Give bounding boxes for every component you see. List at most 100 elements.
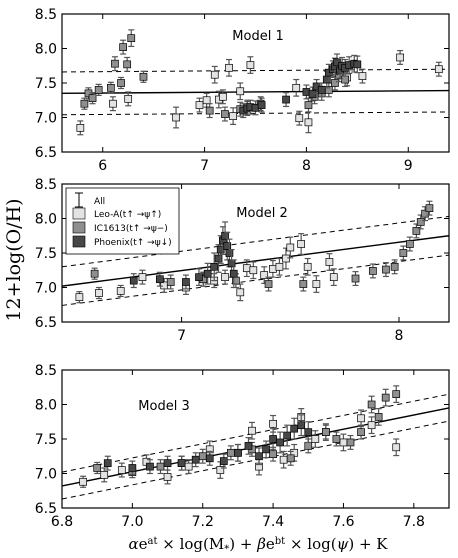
data-point (367, 416, 376, 435)
x-tick-label: 8 (302, 158, 311, 174)
x-tick-label: 9 (404, 158, 413, 174)
x-axis-label: αeat × log(M*) + βebt × log(ψ) + K (128, 535, 388, 555)
data-point (332, 431, 341, 447)
data-point (255, 447, 263, 466)
data-point (184, 459, 193, 475)
data-point (219, 89, 227, 105)
data-point (246, 56, 255, 74)
data-point (303, 257, 312, 276)
data-point (107, 81, 115, 94)
data-point (399, 245, 408, 261)
data-point (312, 275, 321, 293)
data-point (182, 274, 190, 290)
panel-3-upper-band-line (61, 393, 450, 473)
data-point (80, 97, 89, 110)
x-tick-label: 7.6 (332, 514, 354, 530)
data-point (392, 438, 401, 457)
data-point (416, 214, 425, 230)
data-point (434, 61, 443, 77)
data-point (339, 433, 348, 452)
data-point (177, 455, 186, 471)
data-point (117, 462, 126, 478)
data-point (264, 276, 273, 292)
data-point (163, 455, 172, 471)
panel-2-lower-band-line (61, 254, 450, 306)
data-point (198, 448, 207, 464)
panel-1-marks (61, 29, 450, 136)
data-point (117, 76, 125, 90)
data-point (146, 459, 154, 475)
data-point (94, 83, 103, 97)
panel-model-3: Model 3 6.5 7.0 7.5 8.0 8.5 6.8 7.0 7.2 7.4 7.6 7.… (35, 363, 450, 530)
y-tick-label: 6.5 (35, 145, 57, 161)
data-point (227, 445, 235, 461)
y-tick-label: 8.0 (35, 42, 57, 58)
data-point (295, 110, 304, 126)
y-tick-label: 6.5 (35, 501, 57, 517)
data-point (214, 90, 223, 109)
data-point (195, 97, 204, 113)
data-point (297, 233, 306, 255)
y-axis-label: 12+log(O/H) (3, 198, 25, 321)
data-point (396, 49, 404, 65)
data-point (341, 58, 349, 77)
data-point (357, 424, 365, 440)
data-point (382, 262, 390, 278)
data-point (358, 68, 367, 84)
data-point (357, 409, 365, 428)
data-point (329, 268, 338, 287)
legend-swatch-leo-a (72, 207, 86, 220)
data-point (239, 103, 248, 119)
data-point (406, 236, 414, 252)
panel-3-frame (61, 369, 450, 509)
data-point (116, 284, 125, 298)
legend-label-ic1613: IC1613(t↑ →ψ−) (94, 224, 168, 234)
data-point (286, 236, 295, 259)
data-point (236, 283, 245, 302)
data-point (304, 421, 313, 444)
y-tick-label: 7.5 (35, 76, 57, 92)
data-point (276, 431, 284, 454)
data-point (129, 273, 138, 289)
data-point (128, 460, 137, 476)
panel-2-upper-band-line (61, 215, 450, 268)
x-tick-label: 7 (177, 328, 186, 344)
data-point (346, 434, 355, 450)
panel-1-ticks: 6.5 7.0 7.5 8.0 8.5 6 7 8 9 (35, 7, 449, 174)
data-point (202, 92, 211, 108)
legend-entry-all: All (75, 192, 105, 208)
x-tick-label: 7 (200, 158, 209, 174)
data-point (275, 257, 284, 276)
data-point (79, 475, 87, 488)
data-point (248, 421, 256, 440)
y-tick-label: 7.0 (35, 111, 57, 127)
data-point (242, 259, 251, 278)
data-point (286, 450, 295, 466)
data-point (210, 65, 219, 84)
data-point (221, 106, 229, 122)
data-point (381, 388, 390, 407)
legend-entry-leo-a: Leo-A(t↑ →ψ↑) (72, 207, 161, 220)
data-point (203, 262, 212, 285)
legend-label-all: All (94, 197, 105, 207)
y-tick-label: 8.5 (35, 363, 57, 379)
data-point (322, 424, 330, 440)
panel-3-ticks: 6.5 7.0 7.5 8.0 8.5 6.8 7.0 7.2 7.4 7.6 7.8 (35, 363, 449, 530)
panel-2-marks (61, 200, 450, 306)
data-point (236, 82, 245, 101)
data-point (374, 408, 383, 426)
y-tick-label: 8.5 (35, 177, 57, 193)
x-tick-label: 7.4 (262, 514, 284, 530)
data-point (282, 247, 290, 270)
data-point (166, 274, 175, 290)
data-point (369, 263, 377, 279)
legend-entry-ic1613: IC1613(t↑ →ψ−) (72, 221, 168, 234)
data-point (103, 455, 112, 471)
data-point (76, 120, 85, 136)
data-point (93, 461, 102, 475)
data-point (367, 395, 376, 414)
data-point (351, 271, 360, 287)
data-point (304, 111, 313, 134)
data-point (210, 252, 219, 282)
data-point (290, 417, 299, 440)
